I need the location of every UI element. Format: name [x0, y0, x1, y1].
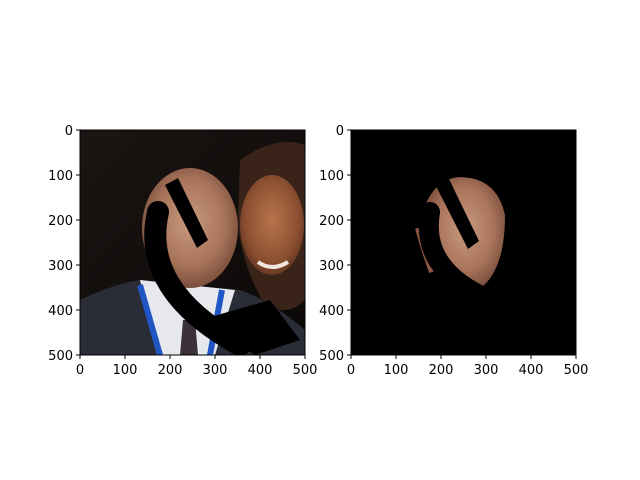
- right-y-tick-label: 300: [319, 259, 344, 274]
- left-y-tick-label: 0: [65, 124, 73, 139]
- right-x-tick-label: 0: [347, 363, 355, 378]
- right-image-panel: [351, 130, 576, 355]
- left-x-tick-label: 100: [113, 363, 138, 378]
- right-y-tick-label: 100: [319, 169, 344, 184]
- right-y-tick-label: 400: [319, 304, 344, 319]
- left-x-tick-label: 0: [76, 363, 84, 378]
- left-axes-frame: [79, 129, 306, 356]
- right-x-tick-label: 400: [519, 363, 544, 378]
- right-axes-frame: [350, 129, 577, 356]
- right-x-tick-label: 100: [384, 363, 409, 378]
- left-x-tick-label: 200: [158, 363, 183, 378]
- right-x-tick-label: 500: [564, 363, 589, 378]
- left-y-tick-label: 500: [48, 349, 73, 364]
- right-x-tick-label: 200: [429, 363, 454, 378]
- right-y-tick-label: 0: [336, 124, 344, 139]
- left-x-tick-label: 500: [293, 363, 318, 378]
- left-x-tick-label: 300: [203, 363, 228, 378]
- left-x-tick-label: 400: [248, 363, 273, 378]
- right-y-tick-label: 500: [319, 349, 344, 364]
- left-y-tick-label: 300: [48, 259, 73, 274]
- left-image-panel: [80, 130, 305, 355]
- right-x-tick-label: 300: [474, 363, 499, 378]
- left-y-tick-label: 100: [48, 169, 73, 184]
- left-y-tick-label: 200: [48, 214, 73, 229]
- left-y-tick-label: 400: [48, 304, 73, 319]
- right-y-tick-label: 200: [319, 214, 344, 229]
